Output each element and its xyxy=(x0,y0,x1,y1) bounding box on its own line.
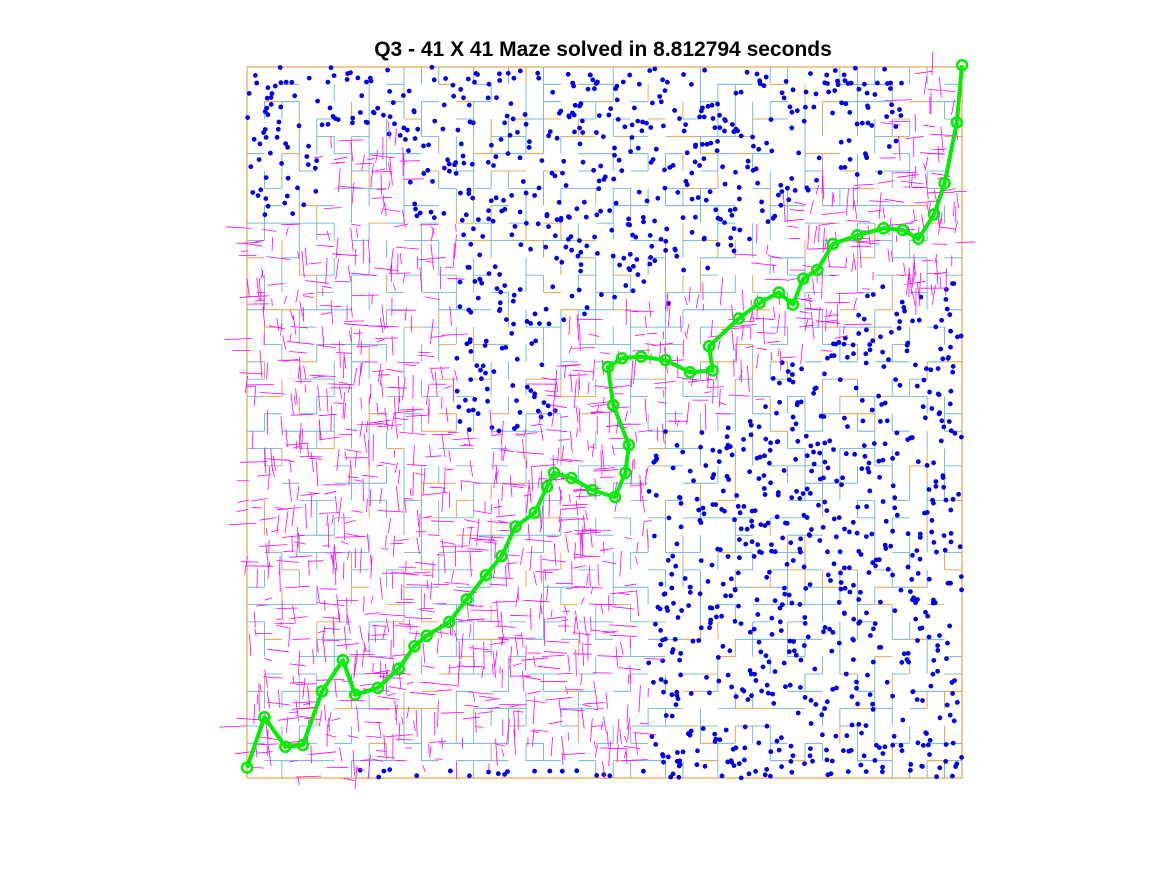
solution-point xyxy=(797,272,810,285)
solution-point xyxy=(601,360,615,374)
solution-point xyxy=(479,568,493,582)
solution-point xyxy=(348,688,362,702)
solution-point xyxy=(615,352,629,365)
solution-point xyxy=(495,549,508,563)
solution-point xyxy=(950,116,964,129)
solution-line xyxy=(245,65,964,769)
solution-point xyxy=(634,350,648,363)
solution-point xyxy=(608,490,622,504)
solution-point xyxy=(622,438,636,452)
solution-point xyxy=(296,738,310,752)
solution-point xyxy=(912,232,925,245)
solution-point xyxy=(938,176,951,190)
solution-point xyxy=(258,711,271,724)
chart-title: Q3 - 41 X 41 Maze solved in 8.812794 sec… xyxy=(374,38,832,61)
solution-point xyxy=(955,59,969,72)
solution-point xyxy=(826,237,840,251)
solution-point xyxy=(315,685,329,698)
solution-point xyxy=(732,312,746,325)
solution-point xyxy=(877,222,890,235)
plot-area xyxy=(219,51,975,790)
solution-point xyxy=(460,593,473,606)
solution-point xyxy=(659,353,672,367)
solution-point xyxy=(702,339,716,353)
solution-point xyxy=(392,662,405,675)
solution-point xyxy=(420,629,433,643)
solution-point xyxy=(786,298,800,311)
solution-point xyxy=(851,228,864,242)
solution-point xyxy=(279,740,292,754)
solution-point xyxy=(683,365,697,379)
solution-point xyxy=(240,761,254,774)
solution-point xyxy=(896,223,909,237)
solution-point xyxy=(336,653,350,667)
solution-point xyxy=(753,296,766,310)
solution-point xyxy=(565,471,578,485)
solution-path xyxy=(240,59,969,774)
solution-point xyxy=(408,639,421,653)
solution-point xyxy=(772,286,786,299)
solution-point xyxy=(606,398,620,412)
solution-point xyxy=(371,681,385,695)
solution-point xyxy=(547,466,561,480)
explored-paths xyxy=(219,51,975,790)
solution-point xyxy=(528,506,541,519)
solution-point xyxy=(443,615,456,629)
solution-point xyxy=(509,520,522,533)
solution-point xyxy=(927,208,941,221)
solution-point xyxy=(811,263,824,277)
plot-background xyxy=(247,67,962,778)
explored-edge-lines xyxy=(219,51,975,790)
solution-point xyxy=(619,466,632,480)
solution-point xyxy=(540,480,554,493)
solution-point xyxy=(586,483,599,497)
solution-point xyxy=(706,364,719,377)
